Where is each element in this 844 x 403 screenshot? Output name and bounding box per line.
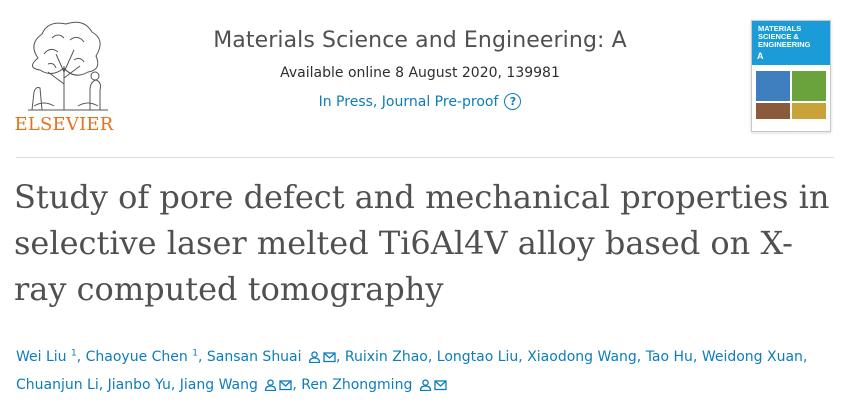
elsevier-tree-icon [8,14,120,114]
envelope-icon[interactable] [434,379,447,391]
status-row: In Press, Journal Pre-proof ? [319,93,522,110]
author-link[interactable]: Weidong Xuan [702,349,803,365]
article-header: ELSEVIER Materials Science and Engineeri… [0,0,844,150]
author-separator: , [427,349,437,365]
cover-title-line: ENGINEERING [758,40,811,49]
envelope-icon[interactable] [323,351,336,363]
journal-title-link[interactable]: Materials Science and Engineering: A [213,28,627,53]
person-icon[interactable] [308,351,321,363]
author-link[interactable]: Ren Zhongming [301,377,447,393]
author-link[interactable]: Tao Hu [646,349,693,365]
author-name: Xiaodong Wang [527,349,637,365]
author-separator: , [802,349,808,365]
author-separator: , [636,349,646,365]
author-name: Ren Zhongming [301,377,413,393]
person-icon[interactable] [419,379,432,391]
author-name: Weidong Xuan [701,349,803,365]
author-link[interactable]: Ruixin Zhao [345,349,428,365]
journal-info: Materials Science and Engineering: A Ava… [160,28,680,110]
author-name: Jiang Wang [179,377,258,393]
author-separator: , [692,349,702,365]
affiliation-marker[interactable]: 1 [71,348,77,359]
author-link[interactable]: Chuanjun Li [16,377,99,393]
author-separator: , [518,349,528,365]
cover-title: MATERIALS SCIENCE & ENGINEERING [758,25,828,49]
elsevier-wordmark: ELSEVIER [14,114,114,135]
author-list: Wei Liu 1, Chaoyue Chen 1, Sansan Shuai … [16,343,834,399]
author-separator: , [98,377,108,393]
author-name: Chuanjun Li [16,377,99,393]
cover-title-line: SCIENCE & [758,32,799,41]
author-link[interactable]: Chaoyue Chen 1 [86,349,198,365]
author-name: Chaoyue Chen [85,349,188,365]
cover-picture [792,103,826,119]
in-press-link[interactable]: In Press, Journal Pre-proof [318,93,499,110]
cover-picture [756,103,790,119]
author-separator: , [197,349,207,365]
article-title: Study of pore defect and mechanical prop… [14,178,830,308]
author-name: Ruixin Zhao [344,349,428,365]
author-link[interactable]: Wei Liu 1 [16,349,77,365]
author-name: Wei Liu [16,349,67,365]
author-separator: , [335,349,345,365]
cover-title-band [752,21,830,65]
affiliation-marker[interactable]: 1 [192,348,198,359]
author-link[interactable]: Sansan Shuai [207,349,336,365]
author-separator: , [76,349,86,365]
header-divider [16,157,834,158]
cover-title-line: MATERIALS [758,24,802,33]
elsevier-logo[interactable]: ELSEVIER [8,14,120,135]
person-icon[interactable] [264,379,277,391]
author-link[interactable]: Jianbo Yu [108,377,171,393]
author-separator: , [292,377,302,393]
cover-picture [756,71,790,101]
author-link[interactable]: Jiang Wang [180,377,293,393]
cover-series-letter: A [757,51,764,61]
author-name: Jianbo Yu [107,377,171,393]
question-circle-icon[interactable]: ? [504,93,522,110]
author-link[interactable]: Xiaodong Wang [527,349,637,365]
author-name: Longtao Liu [436,349,519,365]
envelope-icon[interactable] [279,379,292,391]
author-name: Sansan Shuai [206,349,302,365]
cover-picture [792,71,826,101]
author-name: Tao Hu [645,349,693,365]
availability-text: Available online 8 August 2020, 139981 [280,65,560,81]
author-separator: , [170,377,180,393]
author-link[interactable]: Longtao Liu [437,349,519,365]
journal-cover-image[interactable]: MATERIALS SCIENCE & ENGINEERING A [751,20,831,132]
